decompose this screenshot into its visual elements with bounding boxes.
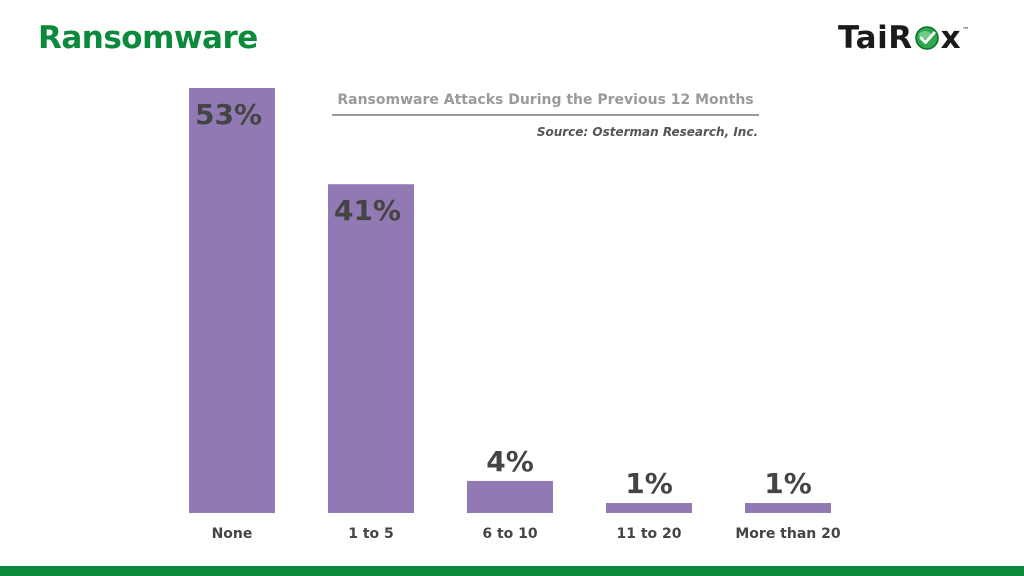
data-label-3: 1% — [625, 467, 673, 500]
slide-title: Ransomware — [38, 20, 258, 56]
tairox-logo: TaiR x ™ — [838, 18, 970, 58]
data-label-0: 53% — [195, 98, 262, 131]
bar-0 — [189, 88, 275, 513]
green-globe-check-icon — [914, 26, 939, 50]
data-label-4: 1% — [764, 467, 812, 500]
chart-title: Ransomware Attacks During the Previous 1… — [332, 92, 759, 116]
category-label-3: 11 to 20 — [616, 526, 681, 542]
category-label-1: 1 to 5 — [348, 526, 394, 542]
bar-2 — [467, 480, 553, 513]
logo-trademark: ™ — [962, 26, 970, 34]
bar-4 — [745, 503, 831, 513]
category-label-2: 6 to 10 — [482, 526, 538, 542]
chart-source: Source: Osterman Research, Inc. — [536, 125, 758, 139]
data-label-1: 41% — [334, 194, 401, 227]
data-label-2: 4% — [486, 445, 534, 478]
bottom-accent-bar — [0, 566, 1024, 576]
category-label-4: More than 20 — [735, 526, 841, 542]
bar-1 — [328, 184, 414, 513]
logo-text-left: TaiR — [838, 20, 913, 56]
logo-text-right: x — [940, 20, 962, 56]
category-label-0: None — [212, 526, 253, 542]
bar-3 — [606, 503, 692, 513]
